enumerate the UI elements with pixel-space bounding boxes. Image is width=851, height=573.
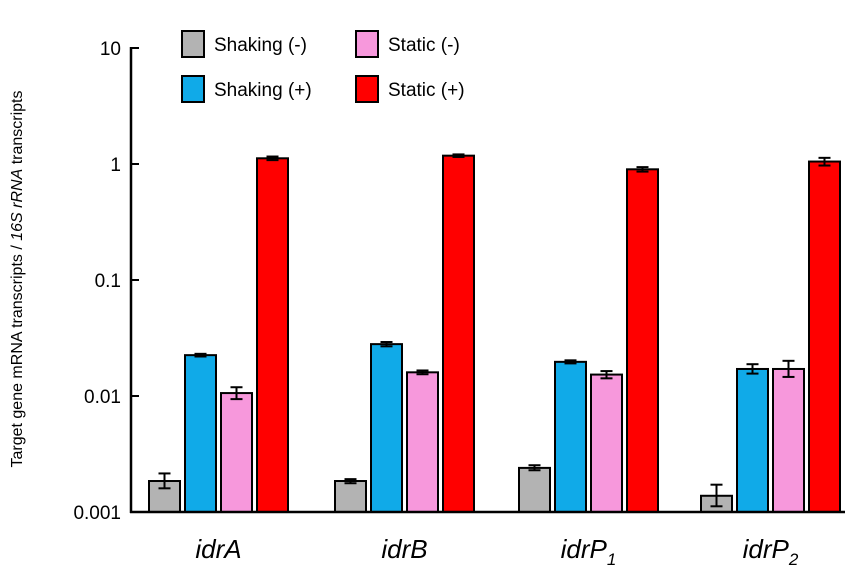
- error-bar: [636, 166, 649, 173]
- bar-static-1: [406, 371, 439, 513]
- y-tick-label: 0.001: [73, 503, 121, 524]
- x-tick-label-base: idrB: [381, 534, 427, 564]
- y-axis-label-part3: transcripts: [9, 90, 26, 168]
- bar-static-0: [256, 157, 289, 513]
- bar-shaking-1: [334, 480, 367, 514]
- bars: [148, 154, 841, 514]
- error-bar: [818, 156, 831, 167]
- bar-shaking-1: [370, 343, 403, 513]
- x-tick-label-base: idrA: [195, 534, 241, 564]
- x-tick-label-base: idrP: [743, 534, 790, 564]
- y-axis-ticks: 10 1 0.1 0.01 0.001: [73, 39, 139, 524]
- error-bar: [158, 472, 171, 490]
- error-bar: [782, 359, 795, 378]
- error-bar: [344, 478, 357, 485]
- y-axis-label-part1: Target gene mRNA transcripts /: [9, 241, 26, 468]
- legend-item: Static (-): [355, 30, 460, 58]
- error-bar: [416, 369, 429, 376]
- bar-static-0: [220, 392, 253, 513]
- y-tick-label: 0.01: [84, 387, 121, 408]
- error-bar: [230, 386, 243, 401]
- error-bar: [528, 464, 541, 472]
- error-bars: [158, 153, 831, 508]
- bar-static-1: [442, 154, 475, 513]
- error-bar: [266, 155, 279, 162]
- x-tick-label: idrP2: [743, 534, 799, 569]
- bar-static-2: [626, 168, 659, 513]
- x-tick-label: idrP1: [561, 534, 617, 569]
- legend-swatch: [355, 30, 379, 58]
- bar-shaking-0: [184, 354, 217, 513]
- legend-swatch: [355, 75, 379, 103]
- y-tick-label: 0.1: [95, 271, 121, 292]
- legend-item: Shaking (-): [181, 30, 307, 58]
- legend-label: Static (+): [388, 80, 465, 101]
- x-axis-labels: idrA idrB idrP1 idrP2: [195, 534, 799, 569]
- legend-label: Shaking (+): [214, 80, 312, 101]
- bar-static-3: [808, 160, 841, 513]
- bar-static-3: [772, 367, 805, 513]
- error-bar: [710, 483, 723, 508]
- error-bar: [564, 359, 577, 365]
- bar-static-2: [590, 373, 623, 514]
- legend-item: Shaking (+): [181, 75, 312, 103]
- axes: [129, 47, 845, 514]
- legend-item: Static (+): [355, 75, 465, 103]
- y-tick-label: 10: [100, 39, 121, 60]
- y-tick-label: 1: [110, 155, 121, 176]
- bar-shaking-2: [518, 466, 551, 514]
- legend-label: Static (-): [388, 35, 460, 56]
- legend-label: Shaking (-): [214, 35, 307, 56]
- x-tick-label-subscript: 2: [788, 550, 799, 569]
- svg-text:Target gene mRNA transcripts /: Target gene mRNA transcripts / 16S rRNA …: [9, 90, 26, 467]
- error-bar: [452, 153, 465, 158]
- legend-swatch: [181, 30, 205, 58]
- legend: Shaking (-) Static (-) Shaking (+) Static (…: [181, 30, 465, 103]
- x-tick-label-base: idrP: [561, 534, 608, 564]
- bar-shaking-3: [736, 367, 769, 513]
- y-axis-label: Target gene mRNA transcripts / 16S rRNA …: [9, 90, 26, 467]
- bar-shaking-2: [554, 360, 587, 513]
- error-bar: [380, 341, 393, 348]
- legend-swatch: [181, 75, 205, 103]
- error-bar: [746, 363, 759, 375]
- error-bar: [600, 370, 613, 380]
- y-axis-label-part2: 16S rRNA: [9, 169, 26, 241]
- error-bar: [194, 352, 207, 358]
- x-tick-label-subscript: 1: [607, 550, 616, 569]
- x-tick-label: idrA: [195, 534, 241, 564]
- x-tick-label: idrB: [381, 534, 427, 564]
